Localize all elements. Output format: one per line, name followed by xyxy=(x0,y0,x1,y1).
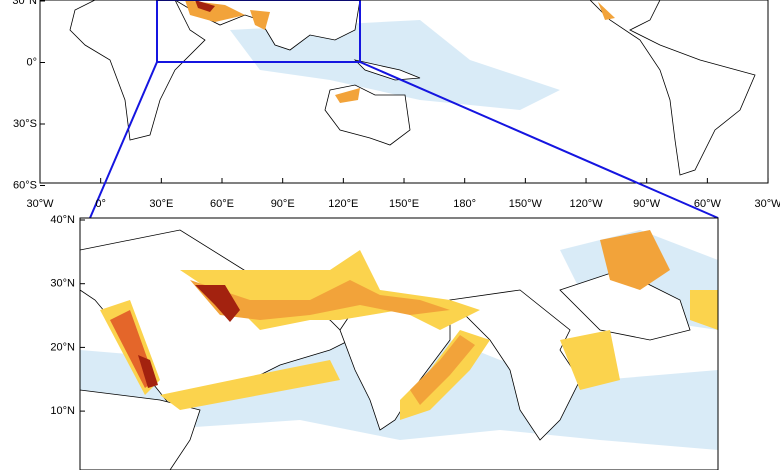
lat-label: 10°N xyxy=(50,405,75,417)
lat-label: 60°S xyxy=(13,179,37,191)
lon-label: 0° xyxy=(95,198,106,210)
lon-label: 60°W xyxy=(694,198,722,210)
zoom-line xyxy=(89,61,158,219)
lat-label: 40°N xyxy=(50,214,75,226)
lon-label: 90°E xyxy=(271,198,295,210)
lon-label: 180° xyxy=(453,198,476,210)
lon-label: 120°E xyxy=(328,198,358,210)
global-map xyxy=(40,0,768,183)
lat-label: 20°N xyxy=(50,341,75,353)
zoom-line xyxy=(359,61,719,219)
regional-map xyxy=(80,218,718,470)
lon-label: 60°E xyxy=(210,198,234,210)
lon-label: 150°W xyxy=(509,198,543,210)
lon-label: 30°E xyxy=(149,198,173,210)
lon-label: 150°E xyxy=(389,198,419,210)
lat-label: 0° xyxy=(26,56,37,68)
labels: 30°N 0° 30°S 60°S 30°W 0° 30°E 60°E 90°E 120°E 150… xyxy=(12,0,780,417)
lon-label: 120°W xyxy=(569,198,603,210)
lon-label: 30°W xyxy=(755,198,780,210)
lon-label: 30°W xyxy=(26,198,54,210)
regional-frame xyxy=(79,217,719,470)
lat-label: 30°N xyxy=(50,278,75,290)
lon-label: 90°W xyxy=(633,198,661,210)
lat-label: 30°S xyxy=(13,118,37,130)
lat-label: 30°N xyxy=(12,0,37,7)
